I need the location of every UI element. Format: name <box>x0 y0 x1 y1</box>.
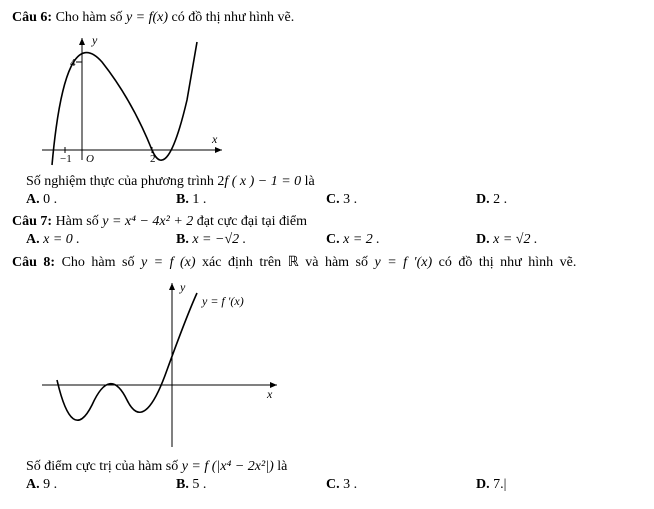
q6-opt-c: C. 3 . <box>326 192 476 208</box>
q6-tick-neg1: −1 <box>60 153 72 165</box>
q6-xlabel: x <box>211 132 218 146</box>
q7-opt-d: D. x = √2 . <box>476 232 626 248</box>
q6-opt-d: D. 2 . <box>476 192 626 208</box>
q7-opt-c: C. x = 2 . <box>326 232 476 248</box>
q8-subtext: Số điểm cực trị của hàm số y = f (|x⁴ − … <box>26 459 642 475</box>
q8-opt-a: A. 9 . <box>26 477 176 493</box>
q6-subtext: Số nghiệm thực của phương trình 2f ( x )… <box>26 174 642 190</box>
q8-subeq: y = f (|x⁴ − 2x²|) <box>182 459 274 474</box>
q6-header: Câu 6: Cho hàm số y = f(x) có đồ thị như… <box>12 10 642 26</box>
q8-xlabel: x <box>266 387 273 401</box>
q6-ylabel: y <box>91 33 98 47</box>
q8-text4: có đồ thị như hình vẽ. <box>432 255 576 270</box>
q6-subtail: là <box>301 174 315 189</box>
q8-opt-c: C. 3 . <box>326 477 476 493</box>
q8-eq: y = f (x) <box>141 255 196 270</box>
q6-options: A. 0 . B. 1 . C. 3 . D. 2 . <box>26 192 642 208</box>
q8-graph: y x y = f ′(x) <box>32 275 642 455</box>
q8-text2: xác định trên <box>196 255 288 270</box>
q6-opt-a: A. 0 . <box>26 192 176 208</box>
q6-eq: y = f(x) <box>126 10 168 25</box>
q7-label: Câu 7: <box>12 214 52 229</box>
q6-text2: có đồ thị như hình vẽ. <box>168 10 294 25</box>
q8-ylabel: y <box>179 280 186 294</box>
q8-label: Câu 8: <box>12 255 55 270</box>
q8-opt-d: D. 7.| <box>476 477 626 493</box>
q7-opt-a: A. x = 0 . <box>26 232 176 248</box>
q6-sub: Số nghiệm thực của phương trình 2 <box>26 174 224 189</box>
q7-options: A. x = 0 . B. x = −√2 . C. x = 2 . D. x … <box>26 232 642 248</box>
q6-subeq: f ( x ) − 1 = 0 <box>224 174 301 189</box>
q8-subtail: là <box>274 459 288 474</box>
q6-graph: y x −1 O 2 4 <box>32 30 642 170</box>
q6-text: Cho hàm số <box>52 10 126 25</box>
q7-text2: đạt cực đại tại điểm <box>193 214 307 229</box>
q8-sub: Số điểm cực trị của hàm số <box>26 459 182 474</box>
q8-text: Cho hàm số <box>55 255 141 270</box>
q6-tick-0: O <box>86 153 94 165</box>
q8-options: A. 9 . B. 5 . C. 3 . D. 7.| <box>26 477 642 493</box>
q6-opt-b: B. 1 . <box>176 192 326 208</box>
text-cursor: | <box>504 477 507 492</box>
q8-eq2: y = f ′(x) <box>375 255 433 270</box>
q8-header: Câu 8: Cho hàm số y = f (x) xác định trê… <box>12 254 642 271</box>
q8-text3: và hàm số <box>299 255 375 270</box>
q8-set: ℝ <box>288 255 299 270</box>
q6-label: Câu 6: <box>12 10 52 25</box>
q7-text: Hàm số <box>52 214 102 229</box>
q8-opt-b: B. 5 . <box>176 477 326 493</box>
q7-opt-b: B. x = −√2 . <box>176 232 326 248</box>
q7-eq: y = x⁴ − 4x² + 2 <box>102 214 193 229</box>
q8-curvelabel: y = f ′(x) <box>201 294 244 308</box>
q7-header: Câu 7: Hàm số y = x⁴ − 4x² + 2 đạt cực đ… <box>12 214 642 230</box>
